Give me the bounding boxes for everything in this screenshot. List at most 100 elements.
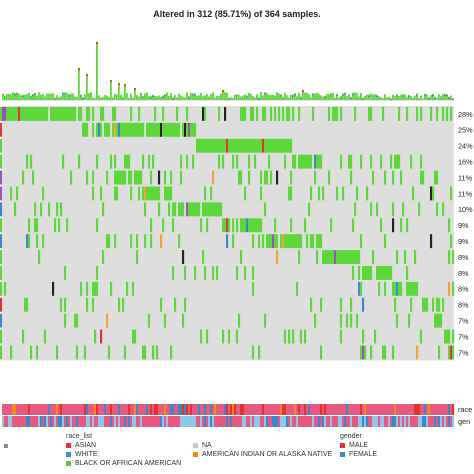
sample-count-bar [272,94,274,100]
clinical-cell [376,416,379,427]
mutation-cell [88,107,91,121]
mutation-cell [204,138,207,153]
mutation-cell [384,170,387,185]
mutation-cell [392,218,395,233]
sample-count-bar [124,84,126,100]
clinical-cell [254,404,257,415]
mutation-cell [22,107,25,121]
clinical-cell [90,416,93,427]
clinical-cell [378,416,381,427]
mutation-cell [168,122,171,137]
clinical-cell [82,404,85,415]
mutation-cell [274,138,277,153]
clinical-cell [48,416,51,427]
mutation-cell [108,122,111,137]
mutation-cell [252,138,255,153]
clinical-cell [102,416,105,427]
mutation-cell [162,218,165,233]
mutation-cell [248,170,251,185]
mutation-cell [202,202,205,217]
clinical-cell [48,404,51,415]
clinical-cell [38,404,41,415]
sample-count-bar-segment [352,93,354,96]
sample-count-bar [84,94,86,100]
mutation-cell [218,107,221,121]
clinical-cell [444,404,447,415]
sample-count-bar [376,94,378,100]
clinical-track-label: race [458,405,472,414]
clinical-cell [288,404,291,415]
clinical-cell [262,404,265,415]
mutation-cell [248,154,251,169]
mutation-cell [436,313,439,328]
clinical-cell [388,416,391,427]
mutation-cell [438,313,441,328]
clinical-cell [292,404,295,415]
clinical-cell [298,404,301,415]
mutation-cell [358,266,361,280]
mutation-cell [40,107,43,121]
clinical-cell [290,416,293,427]
mutation-cell [68,107,71,121]
sample-count-bar [116,94,118,100]
mutation-cell [450,345,453,360]
mutation-cell [290,234,293,249]
clinical-cell [166,416,169,427]
sample-count-bar-segment [312,94,314,96]
mutation-cell [226,234,229,249]
mutation-cell [302,154,305,169]
sample-count-bar [426,94,428,100]
mutation-cell [114,186,117,201]
mutation-cell [144,234,147,249]
clinical-cell [316,404,319,415]
sample-count-bar-segment [294,94,296,96]
clinical-cell [412,416,415,427]
mutation-cell [278,107,281,121]
gender-legend-item-male: MALE [340,441,377,450]
mutation-cell [338,250,341,264]
mutation-cell [340,250,343,264]
clinical-cell [158,416,161,427]
mutation-cell [50,107,53,121]
clinical-cell [382,404,385,415]
clinical-cell [400,404,403,415]
clinical-cell [348,404,351,415]
mutation-cell [286,107,289,121]
mutation-cell [254,154,257,169]
sample-count-bar-segment [172,98,174,100]
mutation-cell [220,138,223,153]
mutation-cell [152,154,155,169]
mutation-cell [240,250,243,264]
clinical-cell [244,416,247,427]
clinical-cell [20,416,23,427]
mutation-cell [372,170,375,185]
clinical-cell [320,416,323,427]
clinical-cell [110,416,113,427]
clinical-cell [338,404,341,415]
sample-count-bar-segment [82,98,84,100]
sample-count-bar [144,93,146,100]
clinical-cell [314,416,317,427]
mutation-cell [4,107,7,121]
mutation-cell [142,186,145,201]
clinical-cell [86,416,89,427]
mutation-cell [156,345,159,360]
clinical-cell [364,416,367,427]
clinical-cell [22,404,25,415]
sample-count-bar [198,95,200,100]
clinical-cell [228,416,231,427]
mutation-cell [244,218,247,233]
mutation-cell [156,186,159,201]
clinical-cell [190,416,193,427]
mutation-cell [410,154,413,169]
sample-count-bar [20,95,22,100]
mutation-cell [218,202,221,217]
mutation-cell [180,202,183,217]
row-stub [0,266,2,280]
mutation-cell [398,281,401,296]
clinical-cell [176,416,179,427]
mutation-cell [210,186,213,201]
clinical-cell [322,416,325,427]
mutation-cell [110,281,113,296]
sample-count-bar [266,92,268,100]
